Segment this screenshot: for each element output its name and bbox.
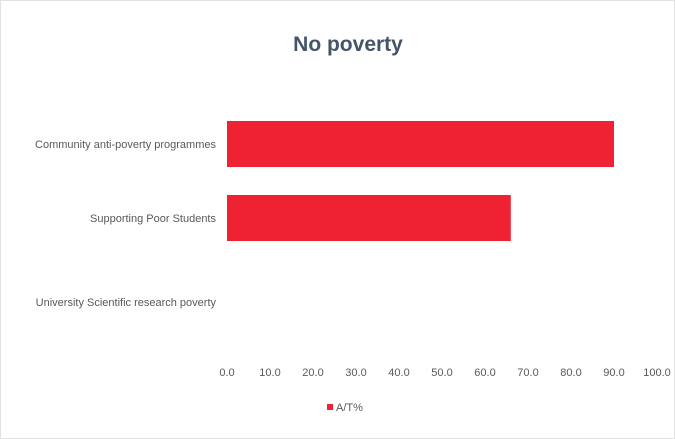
category-label: University Scientific research poverty	[36, 297, 217, 309]
legend-swatch	[327, 404, 333, 410]
x-tick-label: 10.0	[259, 367, 280, 379]
x-tick-label: 50.0	[431, 367, 452, 379]
bars	[227, 121, 614, 241]
x-tick-label: 0.0	[219, 367, 234, 379]
x-tick-label: 70.0	[517, 367, 538, 379]
x-tick-label: 100.0	[643, 367, 671, 379]
category-label: Community anti-poverty programmes	[35, 139, 216, 151]
chart-title: No poverty	[293, 33, 403, 56]
legend-label: A/T%	[336, 402, 363, 414]
x-tick-label: 40.0	[388, 367, 409, 379]
x-tick-label: 90.0	[603, 367, 624, 379]
bar	[227, 195, 511, 241]
x-tick-label: 20.0	[302, 367, 323, 379]
category-label: Supporting Poor Students	[90, 213, 216, 225]
x-tick-label: 30.0	[345, 367, 366, 379]
x-tick-label: 80.0	[560, 367, 581, 379]
x-tick-label: 60.0	[474, 367, 495, 379]
legend: A/T%	[327, 402, 363, 414]
bar	[227, 121, 614, 167]
category-labels: Community anti-poverty programmes Support…	[35, 139, 216, 309]
x-axis-tick-labels: 0.0 10.0 20.0 30.0 40.0 50.0 60.0 70.0 80.0 90.0 1…	[219, 367, 670, 379]
